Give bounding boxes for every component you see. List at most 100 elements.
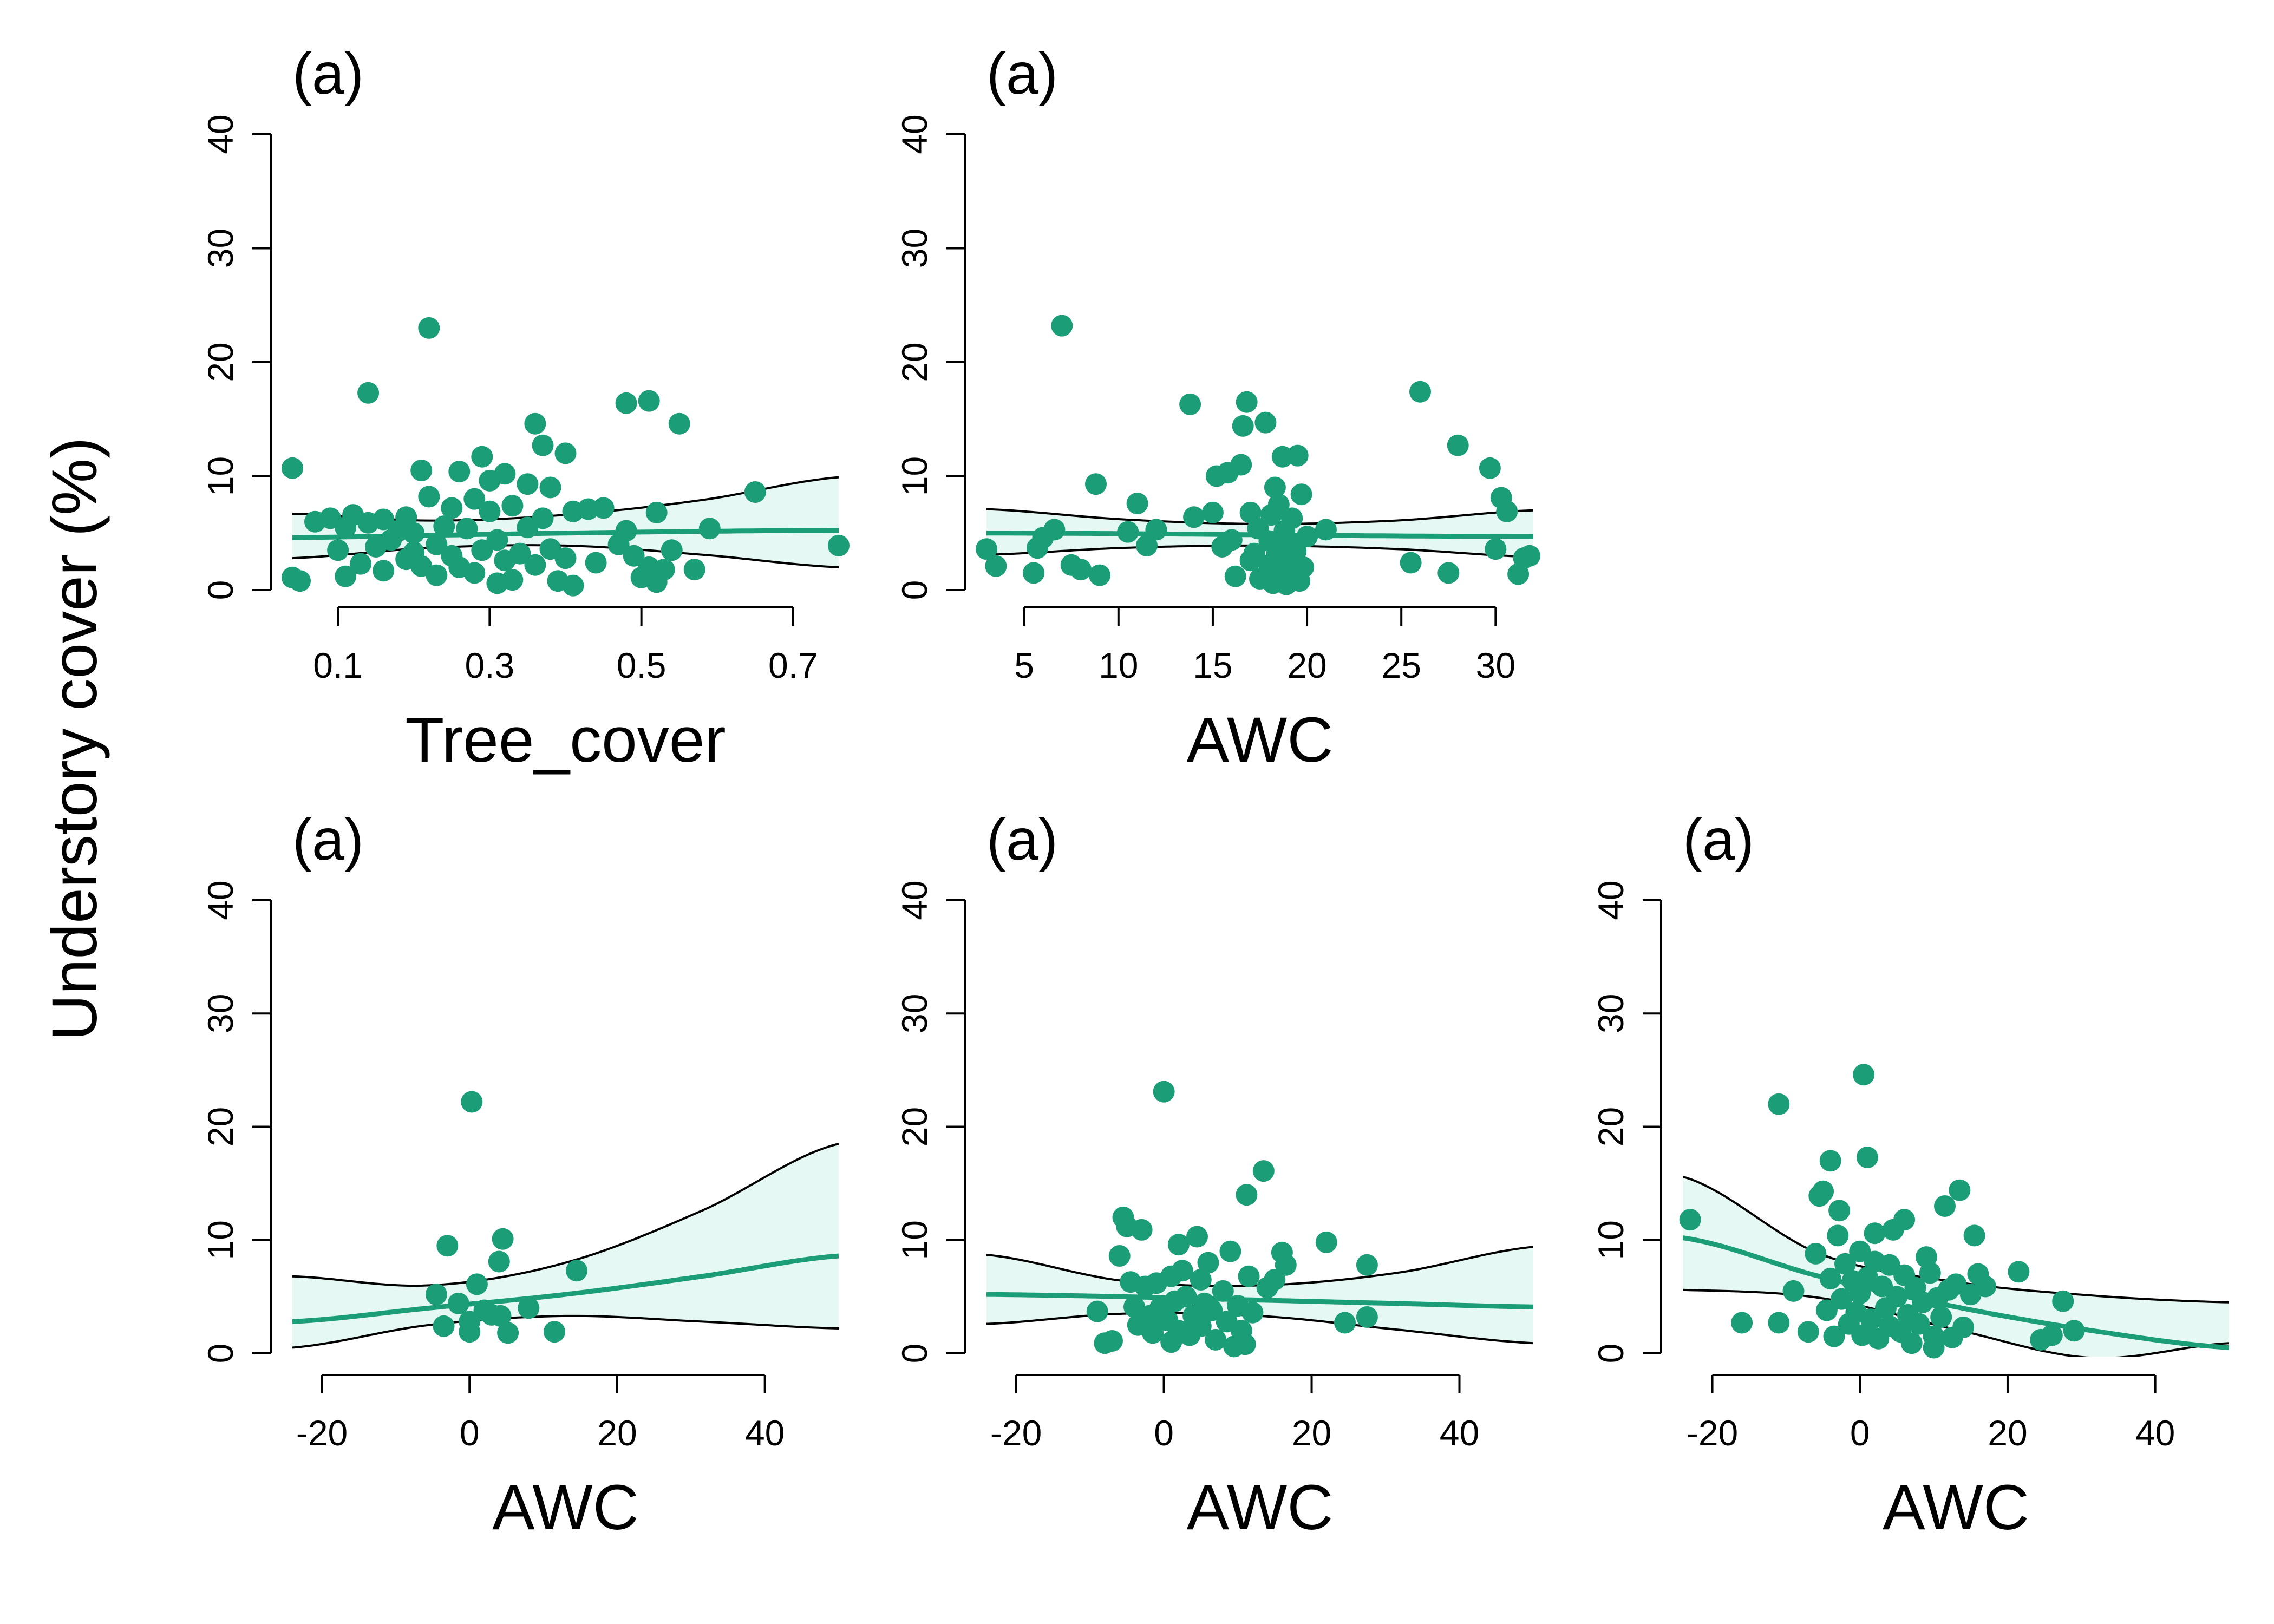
data-point <box>1479 457 1501 479</box>
x-axis: 5 10 15 20 25 30 AWC <box>1014 606 1515 776</box>
data-points <box>282 317 850 597</box>
data-point <box>1853 1064 1875 1086</box>
data-point <box>463 488 486 510</box>
x-axis: -20 0 20 40 AWC <box>296 1374 785 1543</box>
x-tick-label: 30 <box>1476 645 1515 685</box>
data-point <box>471 539 493 561</box>
data-point <box>1296 526 1318 548</box>
data-point <box>1267 494 1290 516</box>
x-axis-title: AWC <box>492 1472 639 1543</box>
data-point <box>562 574 584 597</box>
data-point <box>524 554 546 576</box>
data-point <box>1201 501 1224 523</box>
data-point <box>403 522 425 544</box>
x-axis-title: AWC <box>1187 1472 1334 1543</box>
x-axis: -20 0 20 40 AWC <box>1687 1374 2175 1543</box>
data-point <box>497 1322 519 1344</box>
data-point <box>1409 381 1431 403</box>
data-point <box>509 542 531 565</box>
x-tick-label: 20 <box>1292 1413 1331 1453</box>
data-point <box>976 538 997 560</box>
panel-2: (a) 5 10 15 20 25 30 AWC 0 10 20 30 40 <box>894 41 1540 776</box>
y-tick-label: 10 <box>1591 1220 1631 1260</box>
data-point <box>1919 1262 1941 1284</box>
y-axis: 0 10 20 30 40 <box>894 114 966 600</box>
data-point <box>1142 1322 1164 1344</box>
data-point <box>544 1321 565 1343</box>
data-point <box>2041 1324 2063 1346</box>
data-point <box>1819 1267 1841 1289</box>
data-point <box>1275 1254 1297 1276</box>
panel-1: (a) 0.1 0.3 0.5 0.7 Tree_cover 0 10 20 30 40 <box>200 41 850 776</box>
data-point <box>566 1260 587 1282</box>
data-point <box>1900 1332 1923 1354</box>
y-tick-label: 30 <box>200 228 240 268</box>
y-tick-label: 10 <box>894 1220 935 1260</box>
panel-label: (a) <box>292 807 364 872</box>
data-point <box>2008 1261 2030 1283</box>
data-point <box>373 508 395 531</box>
x-tick-label: 0 <box>1154 1413 1174 1453</box>
fit-line <box>292 1253 839 1324</box>
data-point <box>488 1250 510 1273</box>
x-tick-label: 0.3 <box>465 645 514 685</box>
data-point <box>1101 1330 1123 1352</box>
data-point <box>1145 519 1167 541</box>
data-point <box>1224 565 1246 587</box>
data-point <box>426 533 448 555</box>
data-point <box>282 457 303 479</box>
data-point <box>518 1297 540 1319</box>
data-point <box>1153 1081 1175 1103</box>
data-point <box>1819 1150 1841 1172</box>
data-point <box>1356 1306 1378 1328</box>
data-point <box>1175 1286 1197 1308</box>
y-tick-label: 10 <box>894 456 935 496</box>
x-tick-label: 20 <box>1287 645 1327 685</box>
data-point <box>373 560 395 582</box>
data-point <box>1051 315 1073 337</box>
x-tick-label: 40 <box>1440 1413 1479 1453</box>
x-tick-label: 20 <box>1988 1413 2027 1453</box>
data-point <box>1117 521 1139 543</box>
panel-label: (a) <box>292 41 364 106</box>
data-point <box>501 495 524 517</box>
data-point <box>433 1315 455 1337</box>
x-tick-label: 40 <box>745 1413 785 1453</box>
data-point <box>744 481 766 503</box>
x-tick-label: 10 <box>1099 645 1138 685</box>
x-tick-label: 0 <box>460 1413 480 1453</box>
data-point <box>1356 1254 1378 1276</box>
data-point <box>1023 562 1045 584</box>
x-tick-label: 0.1 <box>313 645 363 685</box>
data-point <box>554 547 577 569</box>
data-point <box>425 1284 447 1306</box>
data-point <box>1252 1160 1275 1182</box>
y-tick-label: 20 <box>200 342 240 382</box>
x-tick-label: 15 <box>1193 645 1232 685</box>
data-point <box>1205 1328 1227 1351</box>
data-point <box>466 1273 488 1295</box>
data-point <box>1437 562 1460 584</box>
y-axis: 0 10 20 30 40 <box>200 880 272 1363</box>
data-point <box>441 497 463 519</box>
data-point <box>447 1292 469 1314</box>
data-point <box>1171 1260 1193 1282</box>
data-point <box>1334 1312 1356 1334</box>
y-tick-label: 40 <box>200 114 240 154</box>
data-point <box>463 562 486 584</box>
y-tick-label: 30 <box>894 228 935 268</box>
data-point <box>327 539 349 561</box>
data-point <box>433 515 455 538</box>
data-point <box>459 1311 481 1333</box>
data-point <box>1167 1234 1190 1256</box>
data-point <box>1241 1301 1264 1324</box>
data-point <box>1315 519 1337 541</box>
data-point <box>1264 1269 1286 1291</box>
x-tick-label: -20 <box>296 1413 348 1453</box>
data-points <box>1086 1081 1378 1358</box>
x-tick-label: 0 <box>1850 1413 1870 1453</box>
y-tick-label: 30 <box>200 994 240 1033</box>
x-tick-label: 25 <box>1381 645 1421 685</box>
x-axis: 0.1 0.3 0.5 0.7 Tree_cover <box>313 606 818 776</box>
